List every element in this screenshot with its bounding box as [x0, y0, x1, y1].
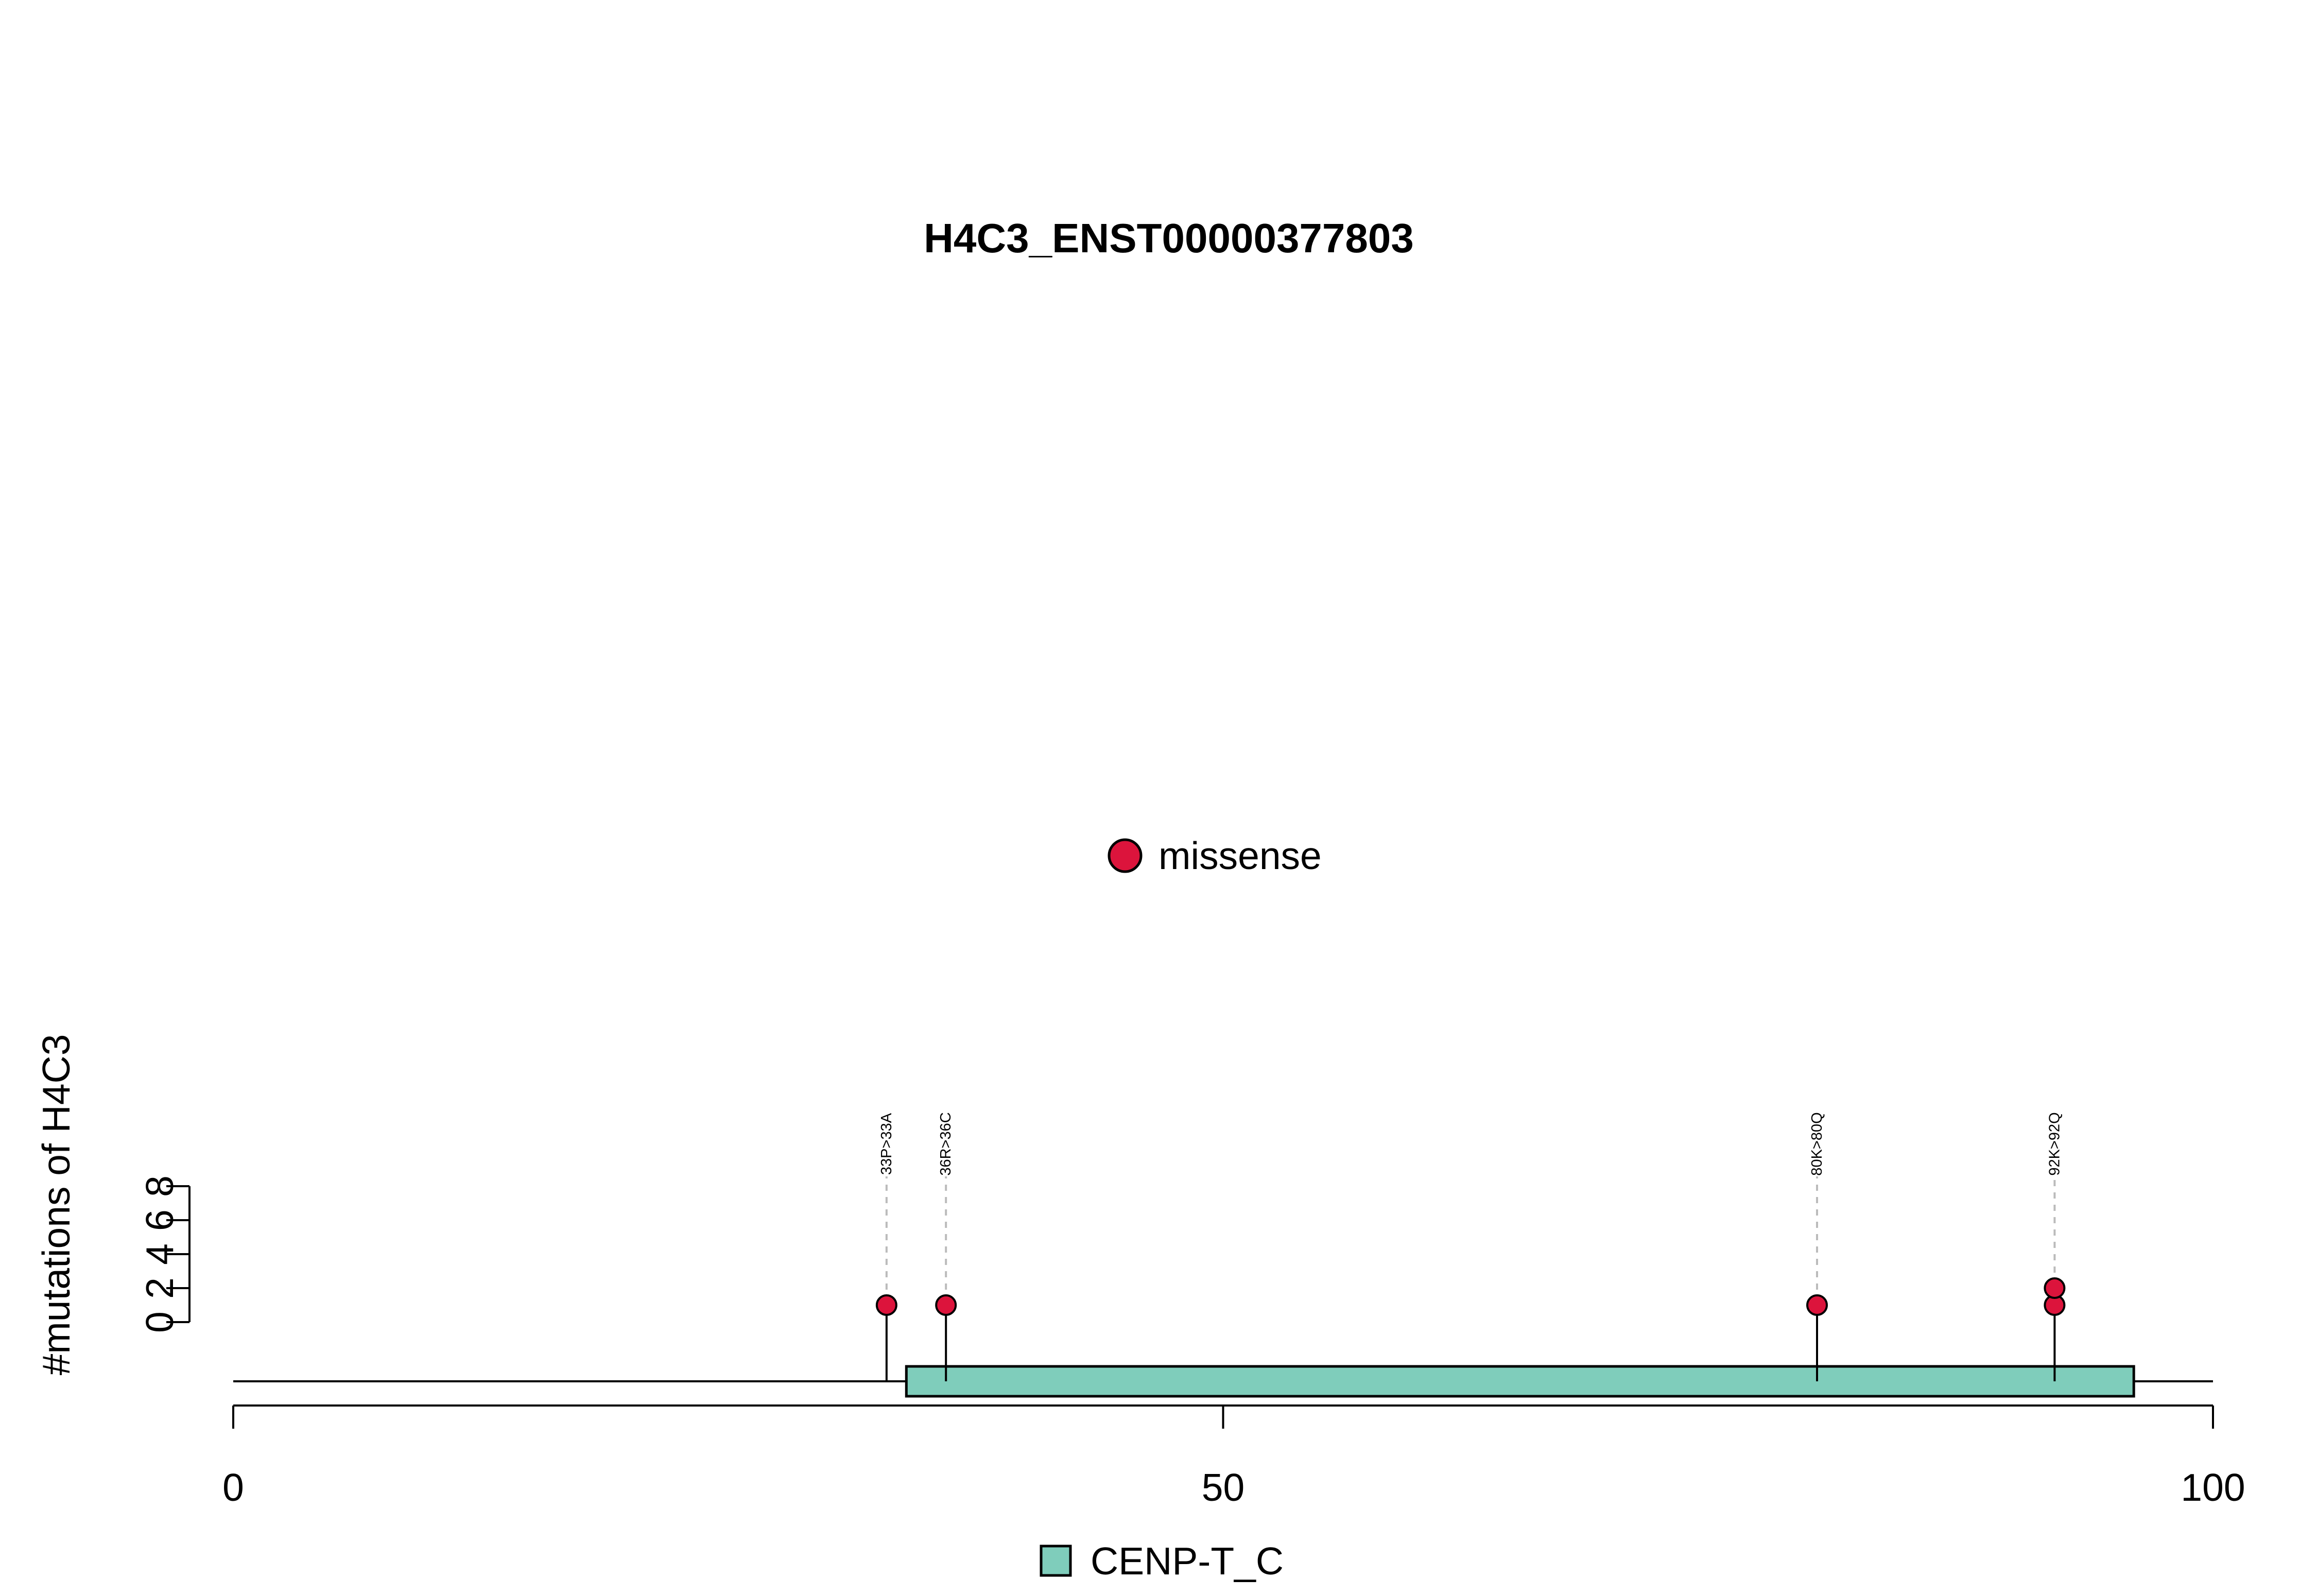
mutation-point	[2044, 1277, 2066, 1299]
y-axis: 0 2 4 6 8	[138, 1175, 191, 1333]
chart-title: H4C3_ENST00000377803	[924, 215, 1414, 261]
mutation-label: 33P>33A	[878, 1113, 895, 1175]
bottom-legend: CENP-T_C	[1040, 1539, 1284, 1583]
cenp-t-c-legend-label: CENP-T_C	[1091, 1539, 1284, 1583]
y-tick-label: 0	[138, 1311, 181, 1333]
x-axis: 0 50 100	[222, 1404, 2245, 1509]
y-axis-label: #mutations of H4C3	[34, 1034, 78, 1376]
x-tick-label: 0	[222, 1466, 244, 1509]
mutation-label: 80K>80Q	[1809, 1112, 1825, 1175]
mutation-point	[1806, 1294, 1828, 1316]
mutation-points	[875, 1277, 2066, 1316]
mutation-stems	[885, 1176, 2056, 1381]
y-tick-label: 2	[138, 1277, 181, 1299]
top-legend: missense	[1108, 834, 1322, 877]
x-tick-label: 50	[1202, 1466, 1244, 1509]
mutation-point	[935, 1294, 957, 1316]
cenp-t-c-legend-swatch	[1040, 1545, 1072, 1577]
y-tick-label: 8	[138, 1175, 181, 1197]
domain-layer	[905, 1365, 2135, 1398]
domain-cenp-t-c	[905, 1365, 2135, 1398]
missense-legend-label: missense	[1158, 834, 1322, 877]
y-tick-label: 6	[138, 1209, 181, 1231]
mutation-labels: 33P>33A 36R>36C 80K>80Q 92K>92Q	[878, 1112, 2063, 1175]
y-tick-label: 4	[138, 1243, 181, 1265]
mutation-label: 92K>92Q	[2046, 1112, 2063, 1175]
mutation-label: 36R>36C	[938, 1112, 954, 1175]
x-tick-label: 100	[2181, 1466, 2245, 1509]
mutation-point	[875, 1294, 897, 1316]
missense-legend-marker	[1108, 838, 1143, 873]
